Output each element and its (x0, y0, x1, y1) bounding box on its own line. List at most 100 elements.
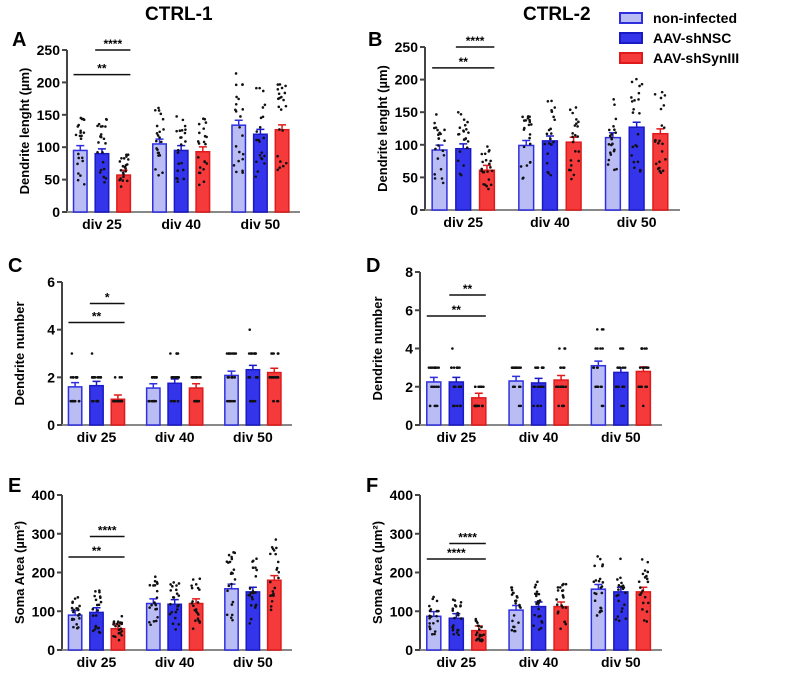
data-point (607, 158, 611, 162)
data-point (234, 83, 238, 87)
y-tick-label: 100 (395, 137, 419, 153)
data-point (490, 169, 494, 173)
data-point (486, 145, 489, 148)
data-point (117, 624, 121, 628)
x-tick-label: div 25 (436, 654, 476, 670)
y-tick-label: 200 (390, 565, 414, 581)
data-point (537, 592, 541, 596)
data-point (241, 157, 245, 161)
data-point (516, 596, 519, 599)
data-point (104, 177, 108, 180)
data-point (102, 175, 106, 179)
data-point (252, 591, 255, 595)
data-point (643, 366, 646, 369)
data-point (615, 167, 618, 171)
bar (173, 149, 189, 213)
error-bar (170, 378, 179, 384)
data-point (556, 611, 560, 615)
error-bar (192, 383, 201, 389)
data-point (458, 366, 461, 369)
data-point (255, 557, 258, 561)
data-point (593, 599, 597, 602)
data-point (172, 399, 175, 403)
data-point (539, 404, 543, 408)
data-point (175, 376, 178, 379)
data-point (558, 347, 561, 350)
data-point (126, 158, 130, 161)
data-point (174, 616, 177, 620)
data-point (521, 115, 524, 119)
data-point (622, 385, 626, 389)
data-point (255, 86, 258, 90)
data-point (205, 162, 209, 165)
data-point (230, 582, 233, 586)
data-point (639, 385, 642, 389)
data-point (459, 173, 463, 177)
data-point (621, 587, 625, 591)
bar (590, 588, 607, 651)
data-point (561, 594, 565, 597)
data-point (182, 177, 186, 181)
panel-c: C Dendrite number 0 2 4 6 div 25 div 40 div 50 **… (8, 255, 292, 445)
data-point (276, 168, 280, 172)
data-point (101, 151, 104, 154)
data-point (463, 123, 467, 127)
legend: non-infected AAV-shNSC AAV-shSynIII (619, 8, 739, 68)
data-point (613, 148, 616, 151)
data-point (437, 144, 440, 147)
data-point (538, 599, 542, 602)
data-point (434, 147, 437, 151)
data-point (153, 602, 157, 605)
data-point (487, 178, 491, 181)
data-point (159, 112, 163, 116)
data-point (278, 83, 282, 86)
data-point (78, 134, 82, 138)
data-point (453, 616, 456, 620)
bar (455, 147, 472, 211)
data-point (563, 347, 566, 350)
data-point (120, 376, 123, 379)
data-point (270, 599, 274, 603)
data-point (70, 352, 74, 355)
data-point (94, 614, 98, 617)
data-point (149, 623, 152, 627)
data-point (654, 162, 658, 166)
data-point (452, 632, 456, 636)
data-point (159, 140, 163, 144)
data-point (437, 137, 441, 140)
data-point (251, 559, 255, 563)
data-point (443, 139, 446, 142)
data-point (476, 637, 479, 641)
data-point (561, 404, 565, 408)
data-point (229, 399, 233, 403)
data-point (456, 159, 460, 163)
y-tick-label: 0 (52, 204, 60, 220)
y-tick-label: 100 (32, 603, 56, 619)
data-point (456, 611, 459, 615)
data-point (606, 163, 610, 166)
data-point (175, 608, 179, 611)
data-point (248, 328, 252, 331)
data-point (202, 140, 206, 144)
data-point (71, 601, 74, 605)
data-point (533, 585, 537, 589)
legend-swatch (619, 12, 643, 24)
data-point (598, 577, 602, 581)
bar (231, 124, 247, 213)
data-point (528, 142, 532, 146)
y-tick-label: 100 (390, 603, 414, 619)
data-point (175, 584, 178, 587)
error-bar (278, 124, 287, 130)
data-point (204, 121, 208, 124)
data-point (99, 135, 103, 139)
data-point (636, 160, 640, 164)
data-point (569, 159, 573, 162)
data-point (510, 628, 514, 632)
error-bar (270, 574, 279, 581)
data-point (617, 584, 621, 587)
data-point (247, 376, 250, 379)
data-point (465, 127, 468, 131)
data-point (462, 118, 466, 121)
data-point (272, 399, 275, 403)
data-point (513, 629, 517, 633)
